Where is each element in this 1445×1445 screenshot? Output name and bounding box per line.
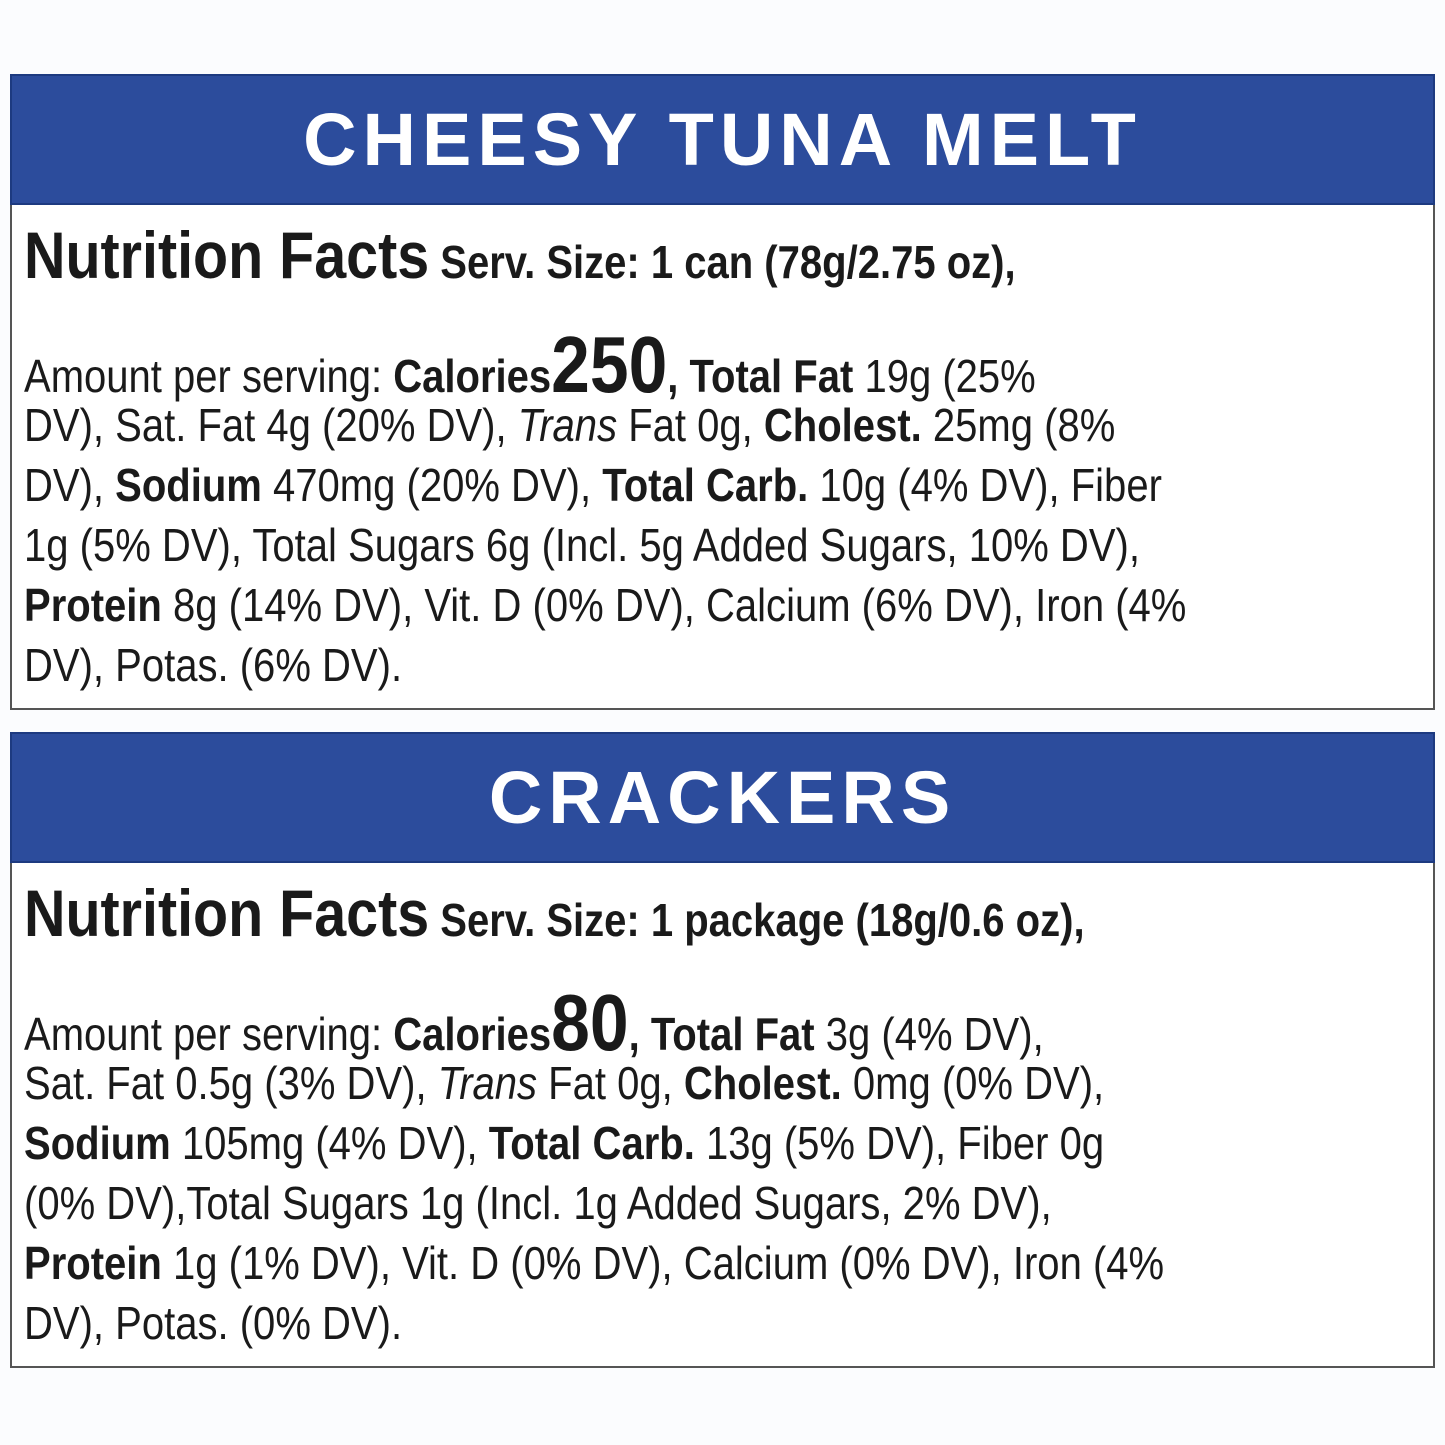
text-line: (0% DV),Total Sugars 1g (Incl. 1g Added …: [24, 1173, 1250, 1233]
text-run: 19g (25%: [853, 350, 1036, 402]
text-run: Calories: [393, 1008, 552, 1060]
text-run: Sodium: [115, 459, 262, 511]
text-run: , Total Fat: [667, 350, 854, 402]
text-line: Sodium 105mg (4% DV), Total Carb. 13g (5…: [24, 1113, 1250, 1173]
text-line: DV), Potas. (6% DV).: [24, 635, 1250, 695]
text-line: Sat. Fat 0.5g (3% DV), Trans Fat 0g, Cho…: [24, 1053, 1250, 1113]
panel: CRACKERS Nutrition Facts Serv. Size: 1 p…: [10, 732, 1435, 1368]
text-run: Sat. Fat 0.5g (3% DV),: [24, 1057, 438, 1109]
text-run: Trans: [517, 399, 618, 451]
text-run: Nutrition Facts: [24, 876, 430, 950]
text-run: Fat 0g,: [537, 1057, 684, 1109]
text-run: 25mg (8%: [921, 399, 1116, 451]
text-run: 250: [551, 320, 668, 409]
text-line: Protein 1g (1% DV), Vit. D (0% DV), Calc…: [24, 1233, 1250, 1293]
panel-header: CHEESY TUNA MELT: [10, 74, 1435, 205]
text-run: Protein: [24, 1237, 162, 1289]
text-run: Cholest.: [683, 1057, 842, 1109]
text-run: , Total Fat: [628, 1008, 815, 1060]
text-run: DV), Potas. (6% DV).: [24, 639, 403, 691]
text-run: Sodium: [24, 1117, 171, 1169]
text-run: (0% DV),Total Sugars 1g (Incl. 1g Added …: [24, 1177, 1052, 1229]
text-line: Nutrition Facts Serv. Size: 1 package (1…: [24, 868, 1250, 958]
text-line: Amount per serving: Calories80, Total Fa…: [24, 983, 1250, 1063]
text-run: Serv. Size: 1 package (18g/0.6 oz),: [429, 894, 1085, 946]
text-run: 470mg (20% DV),: [261, 459, 603, 511]
text-run: Calories: [393, 350, 552, 402]
text-run: Nutrition Facts: [24, 218, 430, 292]
panel-title: CRACKERS: [488, 756, 957, 839]
text-run: DV),: [24, 459, 116, 511]
nutrition-text: Nutrition Facts Serv. Size: 1 package (1…: [10, 863, 1435, 1368]
text-run: 8g (14% DV), Vit. D (0% DV), Calcium (6%…: [161, 579, 1187, 631]
text-run: Total Carb.: [602, 459, 809, 511]
text-line: Nutrition Facts Serv. Size: 1 can (78g/2…: [24, 210, 1250, 300]
text-line: DV), Potas. (0% DV).: [24, 1293, 1250, 1353]
text-run: 13g (5% DV), Fiber 0g: [694, 1117, 1105, 1169]
nutrition-text: Nutrition Facts Serv. Size: 1 can (78g/2…: [10, 205, 1435, 710]
text-line: Amount per serving: Calories250, Total F…: [24, 325, 1250, 405]
text-run: 0mg (0% DV),: [841, 1057, 1105, 1109]
panel-title: CHEESY TUNA MELT: [303, 98, 1142, 181]
text-run: Amount per serving:: [24, 1008, 394, 1060]
text-run: Protein: [24, 579, 162, 631]
text-line: DV), Sodium 470mg (20% DV), Total Carb. …: [24, 455, 1250, 515]
text-line: DV), Sat. Fat 4g (20% DV), Trans Fat 0g,…: [24, 395, 1250, 455]
text-run: 1g (5% DV), Total Sugars 6g (Incl. 5g Ad…: [24, 519, 1140, 571]
text-run: 10g (4% DV), Fiber: [808, 459, 1162, 511]
text-line: Protein 8g (14% DV), Vit. D (0% DV), Cal…: [24, 575, 1250, 635]
text-run: 1g (1% DV), Vit. D (0% DV), Calcium (0% …: [161, 1237, 1165, 1289]
text-run: Cholest.: [763, 399, 922, 451]
text-run: Amount per serving:: [24, 350, 394, 402]
text-run: Fat 0g,: [617, 399, 764, 451]
text-run: 3g (4% DV),: [814, 1008, 1044, 1060]
text-run: Serv. Size: 1 can (78g/2.75 oz),: [429, 236, 1016, 288]
panel-header: CRACKERS: [10, 732, 1435, 863]
text-run: DV), Sat. Fat 4g (20% DV),: [24, 399, 518, 451]
panel: CHEESY TUNA MELT Nutrition Facts Serv. S…: [10, 74, 1435, 710]
text-run: DV), Potas. (0% DV).: [24, 1297, 403, 1349]
text-run: Total Carb.: [488, 1117, 695, 1169]
text-run: 105mg (4% DV),: [170, 1117, 489, 1169]
text-line: 1g (5% DV), Total Sugars 6g (Incl. 5g Ad…: [24, 515, 1250, 575]
text-run: 80: [551, 978, 629, 1067]
text-run: Trans: [437, 1057, 538, 1109]
